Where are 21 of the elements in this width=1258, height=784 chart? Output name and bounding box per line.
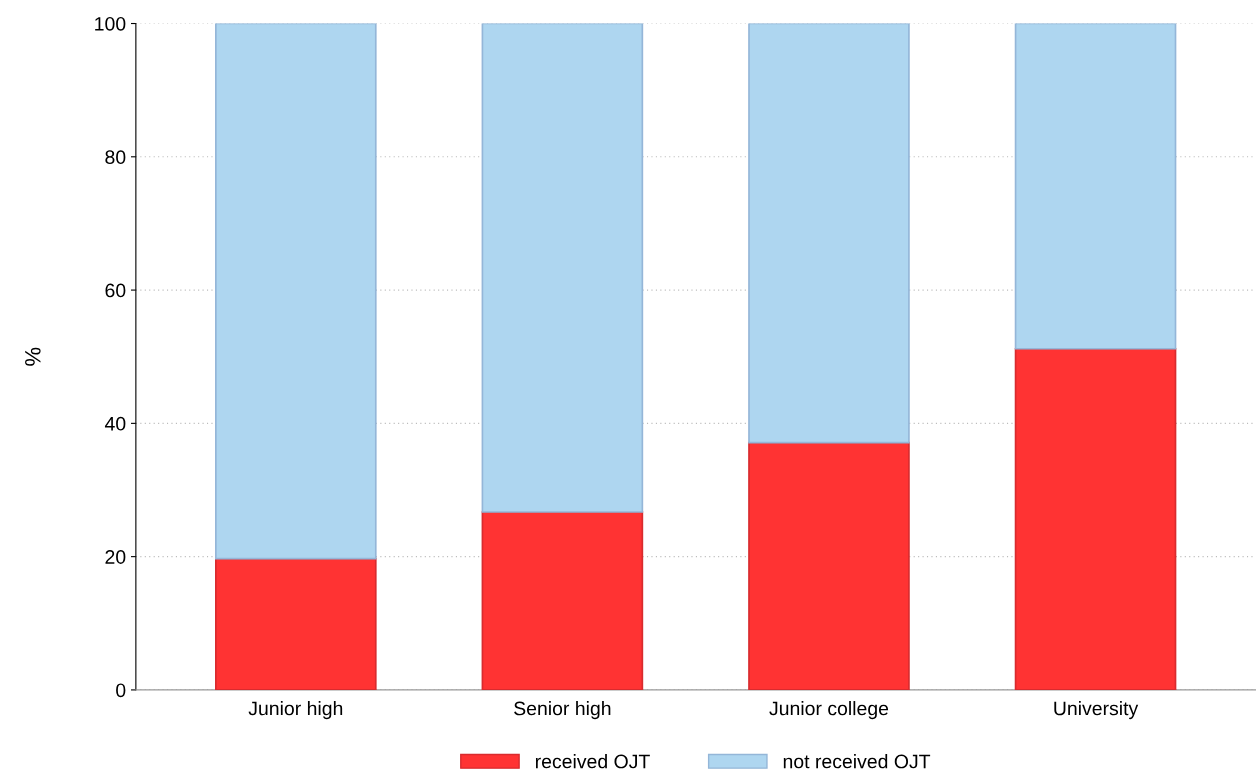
bar (215, 557, 377, 690)
bar (1014, 347, 1177, 690)
legend-label: received OJT (535, 754, 650, 769)
y-tick-label: 40 (104, 416, 126, 431)
bar (481, 511, 644, 690)
y-axis-title: % (25, 347, 41, 366)
bar (1014, 23, 1177, 350)
y-tick-label: 20 (105, 550, 126, 564)
bar (481, 23, 644, 513)
x-tick-label: University (1054, 701, 1139, 720)
y-tick-label: 60 (105, 283, 126, 298)
y-tick-label: 80 (105, 150, 126, 165)
x-tick-label: Junior college (769, 701, 889, 720)
x-tick-label: Junior high (248, 701, 343, 720)
legend-label: not received OJT (783, 754, 931, 769)
y-tick-label: 100 (95, 16, 126, 31)
bar (748, 441, 910, 690)
y-tick-label: 0 (116, 683, 126, 698)
x-tick-label: Senior high (514, 701, 611, 720)
bar (215, 23, 377, 560)
bar (748, 23, 910, 444)
